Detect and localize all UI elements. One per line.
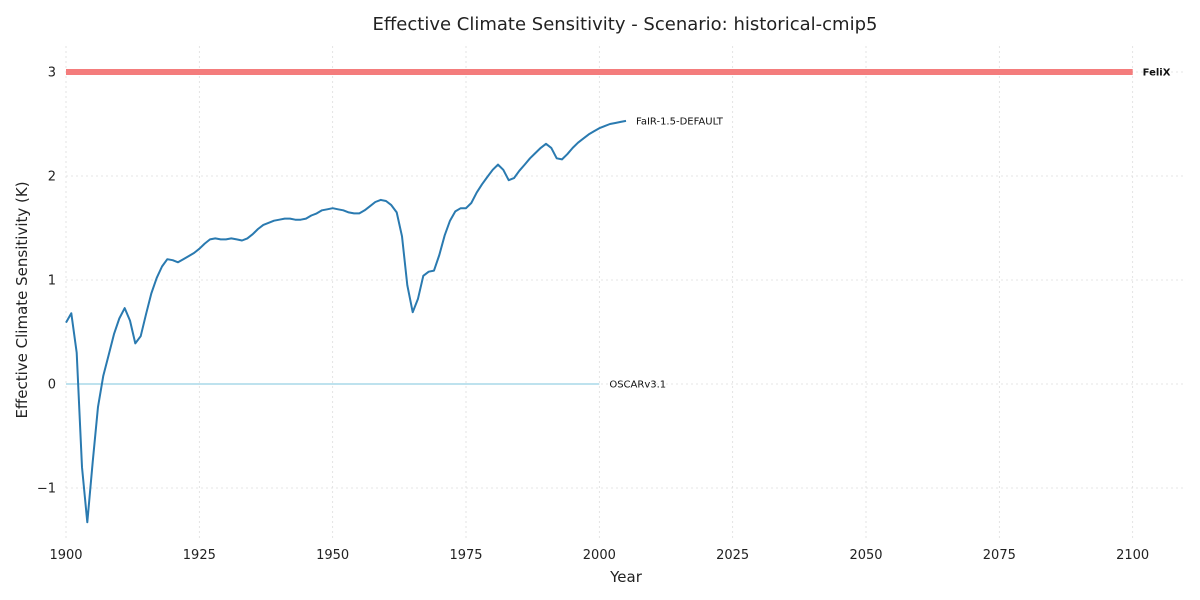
x-tick-label: 2075 (983, 548, 1016, 563)
series-line-fair-1-5-default (65, 119, 627, 524)
y-tick-label: 1 (48, 274, 56, 289)
y-tick-label: −1 (37, 482, 56, 497)
x-tick-label: 1900 (49, 548, 82, 563)
x-tick-label: 1925 (183, 548, 216, 563)
y-tick-label: 0 (48, 378, 56, 393)
x-tick-label: 2100 (1116, 548, 1149, 563)
y-axis-label: Effective Climate Sensitivity (K) (13, 181, 31, 418)
x-axis-ticks: 1900 1925 1950 1975 2000 2025 2050 2075 2100 (49, 548, 1149, 563)
series-label-felix: FeliX (1143, 68, 1171, 79)
series-label-fair-1-5-default: FaIR-1.5-DEFAULT (636, 116, 724, 127)
y-axis-ticks: −1 0 1 2 3 (37, 66, 56, 497)
grid-lines (65, 46, 1186, 540)
x-tick-label: 2025 (716, 548, 749, 563)
series-labels: OSCARv3.1 FeliX FaIR-1.5-DEFAULT (609, 68, 1170, 391)
y-tick-label: 3 (48, 66, 56, 81)
x-tick-label: 1975 (449, 548, 482, 563)
chart-title: Effective Climate Sensitivity - Scenario… (373, 14, 878, 35)
x-axis-label: Year (609, 568, 643, 586)
x-tick-label: 2000 (583, 548, 616, 563)
series-label-oscarv3-1: OSCARv3.1 (609, 380, 666, 391)
y-tick-label: 2 (48, 170, 56, 185)
x-tick-label: 2050 (849, 548, 882, 563)
series-layer (65, 69, 1133, 524)
x-tick-label: 1950 (316, 548, 349, 563)
